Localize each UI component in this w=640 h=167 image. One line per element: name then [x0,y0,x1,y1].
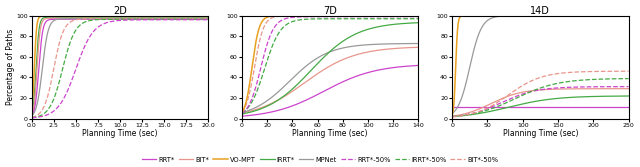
Y-axis label: Percentage of Paths: Percentage of Paths [6,29,15,105]
Legend: RRT*, BIT*, VO-MPT, IRRT*, MPNet, RRT*-50%, IRRT*-50%, BIT*-50%: RRT*, BIT*, VO-MPT, IRRT*, MPNet, RRT*-5… [139,154,501,165]
X-axis label: Planning Time (sec): Planning Time (sec) [292,129,368,138]
Title: 7D: 7D [323,6,337,16]
X-axis label: Planning Time (sec): Planning Time (sec) [82,129,157,138]
X-axis label: Planning Time (sec): Planning Time (sec) [502,129,578,138]
Title: 2D: 2D [113,6,127,16]
Title: 14D: 14D [531,6,550,16]
